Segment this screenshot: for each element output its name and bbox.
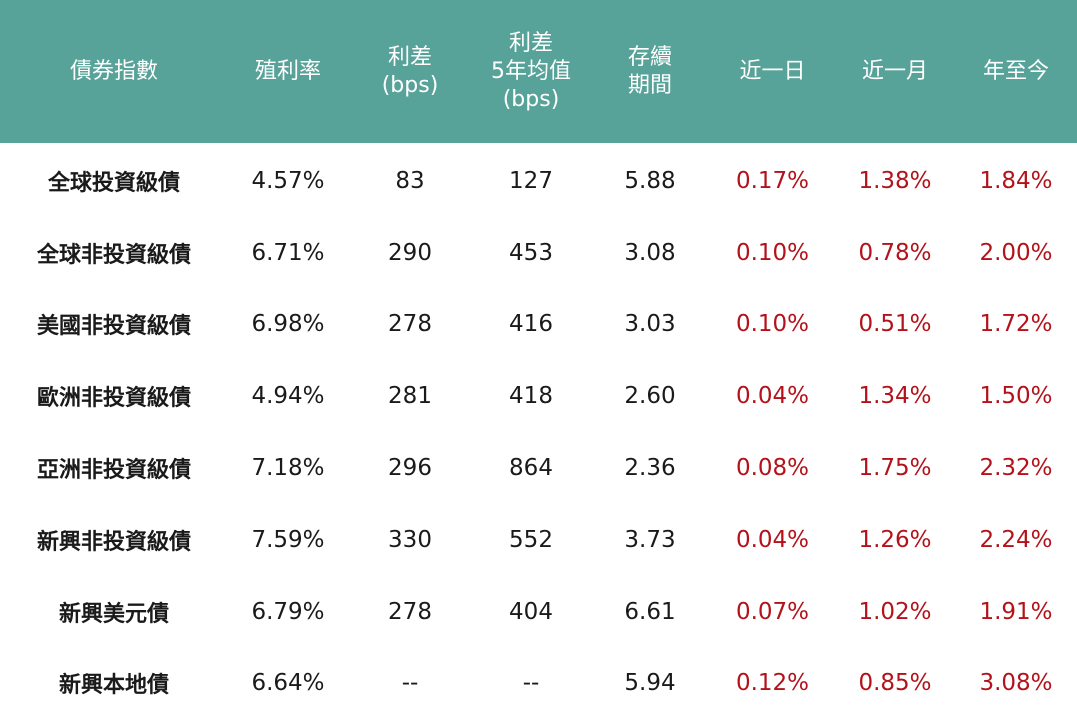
cell-return-1d: 0.12% bbox=[735, 670, 810, 697]
cell-return-ytd: 2.00% bbox=[979, 239, 1053, 266]
cell-yield: 7.59% bbox=[251, 526, 325, 553]
header-spread-unit: (bps) bbox=[381, 72, 439, 98]
cell-yield: 6.79% bbox=[251, 598, 325, 625]
header-spread-5y-avg: 利差 5年均值 (bps) bbox=[472, 30, 590, 114]
cell-bond-name: 新興本地債 bbox=[58, 673, 169, 699]
cell-spread-5y: 864 bbox=[509, 455, 553, 482]
header-spread-5y-period: 5年均值 bbox=[491, 58, 571, 84]
table-header: 債券指數 殖利率 利差 (bps) 利差 5年均值 (bps) 存續 期間 近一… bbox=[0, 0, 1077, 143]
table-row: 新興非投資級債 7.59% 330 552 3.73 0.04% 1.26% 2… bbox=[0, 504, 1077, 576]
cell-bond-name: 亞洲非投資級債 bbox=[36, 458, 191, 484]
cell-return-1d: 0.07% bbox=[735, 598, 810, 625]
cell-return-1m: 0.51% bbox=[858, 311, 932, 338]
header-bond-index: 債券指數 bbox=[0, 58, 228, 86]
table-row: 新興美元債 6.79% 278 404 6.61 0.07% 1.02% 1.9… bbox=[0, 576, 1077, 648]
header-duration-line1: 存續 bbox=[627, 44, 672, 70]
cell-return-1m: 0.78% bbox=[858, 239, 932, 266]
header-1d: 近一日 bbox=[710, 58, 835, 86]
header-ytd-label: 年至今 bbox=[982, 58, 1049, 84]
table-row: 美國非投資級債 6.98% 278 416 3.03 0.10% 0.51% 1… bbox=[0, 289, 1077, 361]
header-1m-label: 近一月 bbox=[861, 58, 928, 84]
cell-spread: 296 bbox=[388, 455, 432, 482]
cell-spread-5y: -- bbox=[522, 670, 540, 697]
cell-spread-5y: 552 bbox=[509, 526, 553, 553]
header-1d-label: 近一日 bbox=[739, 58, 806, 84]
header-spread-5y-label: 利差 bbox=[508, 30, 553, 56]
header-1m: 近一月 bbox=[835, 58, 955, 86]
cell-spread-5y: 453 bbox=[509, 239, 553, 266]
cell-spread: 330 bbox=[388, 526, 432, 553]
cell-bond-name: 新興非投資級債 bbox=[36, 529, 191, 555]
cell-yield: 7.18% bbox=[251, 455, 325, 482]
cell-return-ytd: 2.32% bbox=[979, 455, 1053, 482]
table-row: 全球投資級債 4.57% 83 127 5.88 0.17% 1.38% 1.8… bbox=[0, 145, 1077, 217]
header-duration-line2: 期間 bbox=[627, 72, 672, 98]
header-yield: 殖利率 bbox=[228, 58, 348, 86]
cell-spread-5y: 418 bbox=[509, 383, 553, 410]
cell-duration: 3.03 bbox=[624, 311, 676, 338]
table-row: 歐洲非投資級債 4.94% 281 418 2.60 0.04% 1.34% 1… bbox=[0, 360, 1077, 432]
table-row: 亞洲非投資級債 7.18% 296 864 2.36 0.08% 1.75% 2… bbox=[0, 432, 1077, 504]
cell-yield: 6.64% bbox=[251, 670, 325, 697]
cell-spread-5y: 404 bbox=[509, 598, 553, 625]
cell-return-ytd: 3.08% bbox=[979, 670, 1053, 697]
cell-return-1m: 1.02% bbox=[858, 598, 932, 625]
cell-duration: 2.36 bbox=[624, 455, 676, 482]
cell-yield: 4.94% bbox=[251, 383, 325, 410]
cell-duration: 3.08 bbox=[624, 239, 676, 266]
cell-return-1d: 0.17% bbox=[735, 167, 810, 194]
cell-return-ytd: 1.91% bbox=[979, 598, 1053, 625]
table-row: 新興本地債 6.64% -- -- 5.94 0.12% 0.85% 3.08% bbox=[0, 648, 1077, 718]
cell-return-ytd: 1.50% bbox=[979, 383, 1053, 410]
cell-return-ytd: 1.72% bbox=[979, 311, 1053, 338]
cell-return-1d: 0.04% bbox=[735, 383, 810, 410]
cell-spread: -- bbox=[401, 670, 419, 697]
cell-spread: 281 bbox=[388, 383, 432, 410]
cell-return-1m: 1.26% bbox=[858, 526, 932, 553]
cell-spread-5y: 416 bbox=[509, 311, 553, 338]
cell-duration: 3.73 bbox=[624, 526, 676, 553]
cell-spread: 278 bbox=[388, 598, 432, 625]
cell-spread-5y: 127 bbox=[509, 167, 553, 194]
cell-return-1m: 1.34% bbox=[858, 383, 932, 410]
cell-return-1m: 0.85% bbox=[858, 670, 932, 697]
header-ytd: 年至今 bbox=[955, 58, 1077, 86]
cell-return-1d: 0.04% bbox=[735, 526, 810, 553]
header-yield-label: 殖利率 bbox=[254, 58, 321, 84]
cell-return-ytd: 1.84% bbox=[979, 167, 1053, 194]
cell-bond-name: 新興美元債 bbox=[58, 601, 169, 627]
cell-yield: 4.57% bbox=[251, 167, 325, 194]
cell-bond-name: 美國非投資級債 bbox=[36, 314, 191, 340]
cell-bond-name: 歐洲非投資級債 bbox=[36, 386, 191, 412]
cell-return-1m: 1.75% bbox=[858, 455, 932, 482]
cell-return-1d: 0.08% bbox=[735, 455, 810, 482]
header-spread-5y-unit: (bps) bbox=[502, 86, 560, 112]
cell-return-1d: 0.10% bbox=[735, 239, 810, 266]
table-row: 全球非投資級債 6.71% 290 453 3.08 0.10% 0.78% 2… bbox=[0, 217, 1077, 289]
cell-duration: 5.94 bbox=[624, 670, 676, 697]
cell-bond-name: 全球投資級債 bbox=[47, 170, 180, 196]
cell-spread: 278 bbox=[388, 311, 432, 338]
cell-duration: 6.61 bbox=[624, 598, 676, 625]
cell-return-1d: 0.10% bbox=[735, 311, 810, 338]
cell-yield: 6.98% bbox=[251, 311, 325, 338]
header-spread-label: 利差 bbox=[387, 44, 432, 70]
cell-return-1m: 1.38% bbox=[858, 167, 932, 194]
table-body: 全球投資級債 4.57% 83 127 5.88 0.17% 1.38% 1.8… bbox=[0, 143, 1077, 718]
header-duration: 存續 期間 bbox=[590, 44, 710, 100]
header-spread: 利差 (bps) bbox=[348, 44, 472, 100]
cell-bond-name: 全球非投資級債 bbox=[36, 242, 191, 268]
cell-yield: 6.71% bbox=[251, 239, 325, 266]
cell-duration: 5.88 bbox=[624, 167, 676, 194]
cell-return-ytd: 2.24% bbox=[979, 526, 1053, 553]
header-bond-index-label: 債券指數 bbox=[69, 58, 158, 84]
cell-duration: 2.60 bbox=[624, 383, 676, 410]
cell-spread: 290 bbox=[388, 239, 432, 266]
cell-spread: 83 bbox=[395, 167, 425, 194]
